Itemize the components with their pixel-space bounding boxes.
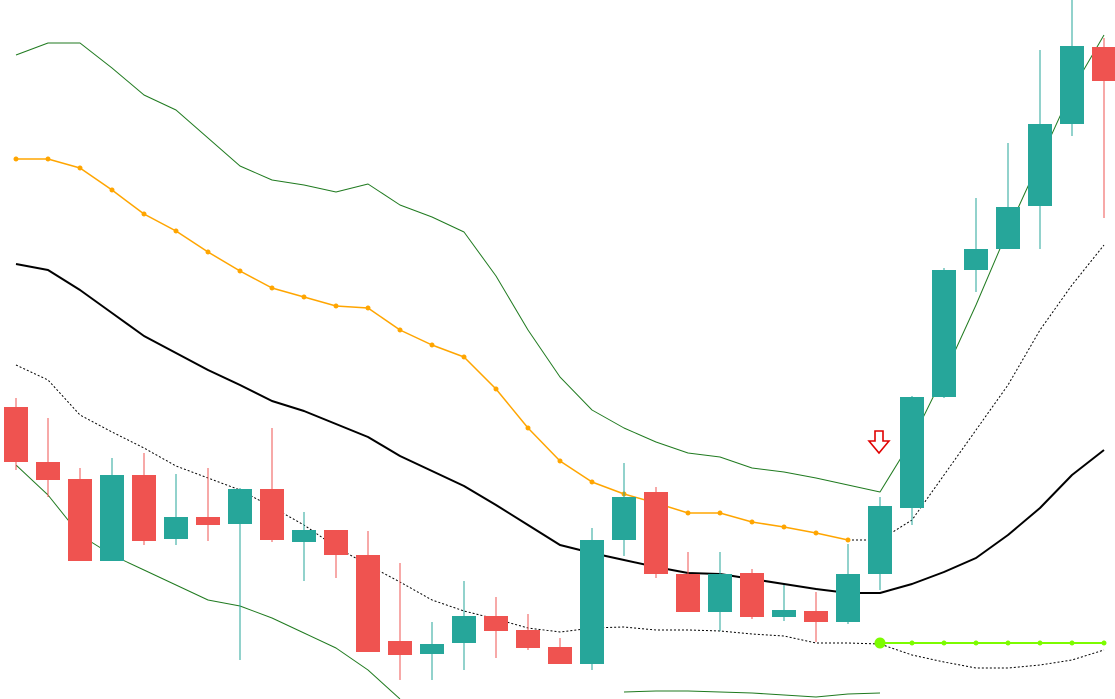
line-marker (205, 249, 211, 255)
signal-arrow (867, 430, 891, 455)
candle-body (1092, 47, 1115, 81)
line-marker (493, 386, 499, 392)
line-marker (874, 637, 886, 649)
line-marker (77, 165, 83, 171)
candle-body (292, 530, 316, 542)
candle-body (1060, 46, 1084, 124)
line-marker (973, 640, 979, 646)
candle-body (196, 517, 220, 525)
candle-body (484, 616, 508, 631)
candle-body (452, 616, 476, 643)
candle-body (1028, 124, 1052, 206)
line-marker (429, 342, 435, 348)
line-marker (237, 268, 243, 274)
candle-body (580, 540, 604, 664)
line-marker (1069, 640, 1075, 646)
line-marker (269, 285, 275, 291)
line-marker (1037, 640, 1043, 646)
candle-body (4, 407, 28, 462)
line-marker (685, 510, 691, 516)
line-marker (525, 425, 531, 431)
line-marker (461, 354, 467, 360)
candle-body (996, 207, 1020, 249)
candle-body (420, 644, 444, 654)
line-marker (589, 479, 595, 485)
candle-body (932, 270, 956, 397)
line-marker (45, 156, 51, 162)
candle-body (676, 574, 700, 612)
candle-body (612, 497, 636, 540)
candle-body (36, 462, 60, 480)
line-marker (1101, 640, 1107, 646)
candle-body (100, 475, 124, 561)
indicator-line (15, 263, 1105, 594)
candle-body (804, 611, 828, 622)
line-marker (13, 156, 19, 162)
candle-body (356, 555, 380, 652)
line-marker (173, 228, 179, 234)
line-marker (909, 640, 915, 646)
candle-body (68, 479, 92, 561)
line-marker (557, 458, 563, 464)
candle-body (228, 489, 252, 524)
candles (4, 0, 1115, 680)
candle-body (164, 517, 188, 539)
candle-body (388, 641, 412, 655)
candle-body (132, 475, 156, 541)
candle-body (740, 573, 764, 617)
candle-body (548, 647, 572, 664)
line-marker (813, 530, 819, 536)
line-marker (845, 537, 851, 543)
line-marker (109, 187, 115, 193)
line-marker (941, 640, 947, 646)
candle-body (516, 630, 540, 648)
candle-body (260, 489, 284, 540)
line-marker (781, 524, 787, 530)
indicator-line (623, 690, 881, 698)
candle-body (644, 492, 668, 574)
candle-body (708, 574, 732, 612)
candle-body (964, 249, 988, 270)
line-marker (141, 211, 147, 217)
candle-body (324, 530, 348, 555)
line-marker (749, 519, 755, 525)
line-marker (717, 510, 723, 516)
line-marker (365, 305, 371, 311)
line-marker (333, 303, 339, 309)
candle-body (836, 574, 860, 622)
candle-body (772, 610, 796, 617)
line-marker (1005, 640, 1011, 646)
line-marker (301, 294, 307, 300)
candle-body (868, 506, 892, 574)
indicator-line (15, 364, 1105, 669)
indicator-line (15, 34, 1105, 493)
candle-body (900, 397, 924, 508)
line-marker (397, 327, 403, 333)
